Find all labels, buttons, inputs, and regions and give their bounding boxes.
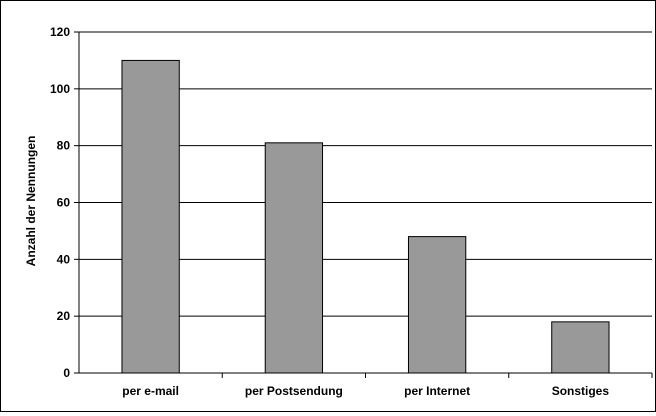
bar bbox=[407, 236, 467, 374]
bars bbox=[121, 59, 610, 374]
bar bbox=[121, 59, 180, 374]
y-axis-label: Anzahl der Nennungen bbox=[24, 136, 38, 267]
y-tick-labels: 0 20 40 60 80 100 120 bbox=[50, 25, 70, 380]
y-tick-label: 60 bbox=[57, 196, 71, 210]
bar bbox=[551, 321, 610, 374]
y-tick-label: 80 bbox=[57, 139, 71, 153]
y-tick-label: 0 bbox=[63, 366, 70, 380]
axes bbox=[74, 31, 653, 378]
bar bbox=[264, 142, 324, 374]
y-tick-label: 40 bbox=[57, 252, 71, 266]
x-tick-label: per Internet bbox=[404, 384, 470, 398]
x-tick-label: per e-mail bbox=[122, 384, 179, 398]
y-tick-label: 20 bbox=[57, 309, 71, 323]
y-tick-label: 120 bbox=[50, 25, 70, 39]
x-tick-label: per Postsendung bbox=[245, 384, 343, 398]
x-tick-label: Sonstiges bbox=[552, 384, 610, 398]
y-tick-label: 100 bbox=[50, 82, 70, 96]
x-tick-labels: per e-mail per Postsendung per Internet Son… bbox=[122, 384, 609, 398]
